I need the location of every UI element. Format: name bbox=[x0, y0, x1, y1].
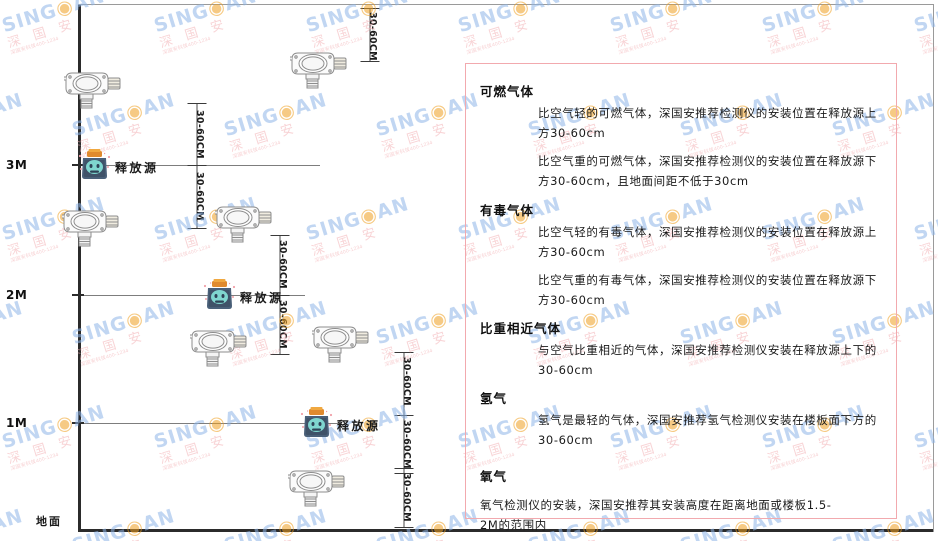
panel-section: 有毒气体 比空气轻的有毒气体，深国安推荐检测仪的安装位置在释放源上方30-60cm… bbox=[480, 200, 884, 311]
panel-section: 比重相近气体与空气比重相近的气体，深国安推荐检测仪安装在释放源上下的30-60c… bbox=[480, 318, 884, 380]
panel-section-title: 可燃气体 bbox=[480, 84, 535, 99]
gas-detector-icon bbox=[60, 202, 124, 253]
gas-detector-glyph bbox=[310, 326, 369, 363]
dimension-label-left-upper: 30-60CM bbox=[194, 110, 205, 159]
gas-detector-glyph bbox=[288, 52, 347, 89]
dimension-right bbox=[394, 352, 414, 528]
panel-section: 可燃气体 比空气轻的可燃气体，深国安推荐检测仪的安装位置在释放源上方30-60cm… bbox=[480, 81, 884, 192]
gas-detector-glyph bbox=[62, 72, 121, 109]
dimension-top bbox=[360, 8, 380, 62]
ground-label: 地面 bbox=[36, 515, 62, 528]
release-source-label: 释放源 bbox=[240, 291, 284, 305]
panel-paragraph: 比空气重的可燃气体，深国安推荐检测仪的安装位置在释放源下方30-60cm，且地面… bbox=[538, 154, 877, 189]
panel-paragraph: 比空气轻的有毒气体，深国安推荐检测仪的安装位置在释放源上方30-60cm bbox=[538, 224, 877, 259]
level-tick-3m bbox=[72, 164, 84, 166]
dimension-label-top: 30-60CM bbox=[367, 12, 378, 61]
dimension-label-right-upper: 30-60CM bbox=[401, 357, 412, 406]
dimension-label-right-lower: 30-60CM bbox=[401, 473, 412, 522]
frame-right-border bbox=[933, 4, 934, 532]
ground-axis bbox=[78, 529, 934, 532]
release-source-icon bbox=[203, 278, 237, 317]
level-label-2m: 2M bbox=[6, 288, 28, 302]
gas-detector-icon bbox=[213, 198, 277, 249]
dimension-left bbox=[187, 103, 207, 229]
level-label-1m: 1M bbox=[6, 416, 28, 430]
gas-detector-icon bbox=[188, 322, 252, 373]
panel-paragraph: 比空气重的有毒气体，深国安推荐检测仪的安装位置在释放源下方30-60cm bbox=[538, 272, 877, 307]
level-line-1m bbox=[80, 423, 338, 424]
dimension-label-middle-lower: 30-60CM bbox=[277, 300, 288, 349]
release-source-icon bbox=[300, 406, 334, 445]
panel-section: 氢气氢气是最轻的气体，深国安推荐氢气检测仪安装在楼板面下方的30-60cm bbox=[480, 388, 884, 450]
panel-section-title: 有毒气体 bbox=[480, 202, 535, 218]
panel-section-title: 氧气 bbox=[480, 468, 508, 484]
frame-top-border bbox=[78, 4, 934, 5]
dimension-label-middle-upper: 30-60CM bbox=[277, 240, 288, 289]
gas-detector-icon bbox=[288, 44, 352, 95]
release-source-glyph bbox=[78, 149, 111, 179]
panel-paragraph: 比空气轻的可燃气体，深国安推荐检测仪的安装位置在释放源上方30-60cm bbox=[538, 106, 877, 141]
release-source-glyph bbox=[203, 279, 236, 309]
dimension-label-right-middle: 30-60CM bbox=[401, 420, 412, 469]
panel-section-title: 比重相近气体 bbox=[480, 321, 562, 336]
gas-detector-icon bbox=[286, 462, 350, 513]
gas-detector-glyph bbox=[213, 206, 272, 243]
release-source-icon bbox=[78, 148, 112, 187]
level-label-3m: 3M bbox=[6, 158, 28, 172]
gas-detector-icon bbox=[310, 318, 374, 369]
gas-detector-icon bbox=[62, 64, 126, 115]
level-tick-2m bbox=[72, 294, 84, 296]
release-source-label: 释放源 bbox=[337, 419, 381, 433]
panel-section: 氧气氧气检测仪的安装，深国安推荐其安装高度在距离地面或楼板1.5-2M的范围内 bbox=[480, 459, 884, 541]
gas-detector-glyph bbox=[60, 210, 119, 247]
dimension-middle bbox=[270, 235, 290, 355]
vertical-axis bbox=[78, 4, 81, 532]
panel-paragraph: 氧气检测仪的安装，深国安推荐其安装高度在距离地面或楼板1.5-2M的范围内 bbox=[480, 497, 832, 532]
panel-paragraph: 与空气比重相近的气体，深国安推荐检测仪安装在释放源上下的30-60cm bbox=[538, 343, 877, 378]
gas-detector-glyph bbox=[286, 470, 345, 507]
panel-paragraph: 氢气是最轻的气体，深国安推荐氢气检测仪安装在楼板面下方的30-60cm bbox=[538, 413, 877, 448]
info-panel: 可燃气体 比空气轻的可燃气体，深国安推荐检测仪的安装位置在释放源上方30-60cm… bbox=[465, 63, 897, 532]
gas-detector-glyph bbox=[188, 330, 247, 367]
release-source-glyph bbox=[300, 407, 333, 437]
dimension-label-left-lower: 30-60CM bbox=[194, 172, 205, 221]
level-line-2m bbox=[80, 295, 305, 296]
release-source-label: 释放源 bbox=[115, 161, 159, 175]
panel-section-title: 氢气 bbox=[480, 391, 508, 407]
level-tick-1m bbox=[72, 422, 84, 424]
